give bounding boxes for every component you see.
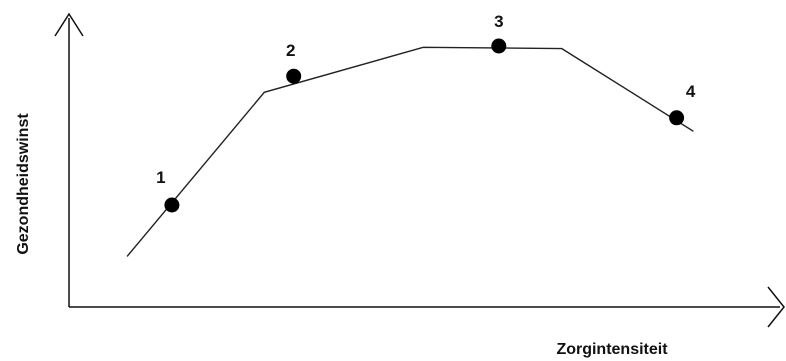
label-layer: 1 2 3 4 [156,12,696,187]
point-label-1: 1 [156,168,165,187]
marker-layer [164,38,685,213]
series-line-0 [126,46,694,257]
y-axis-arrowhead [54,12,84,37]
data-point-3 [491,38,507,54]
x-axis-arrowhead [767,286,785,328]
series-layer [126,46,694,257]
data-point-4 [669,110,685,126]
x-axis-label: Zorgintensiteit [556,341,668,358]
point-label-4: 4 [686,82,696,101]
data-point-1 [164,197,180,213]
data-point-2 [286,68,302,84]
point-label-2: 2 [286,41,295,60]
y-axis-label: Gezondheidswinst [15,113,32,255]
point-label-3: 3 [494,12,503,31]
